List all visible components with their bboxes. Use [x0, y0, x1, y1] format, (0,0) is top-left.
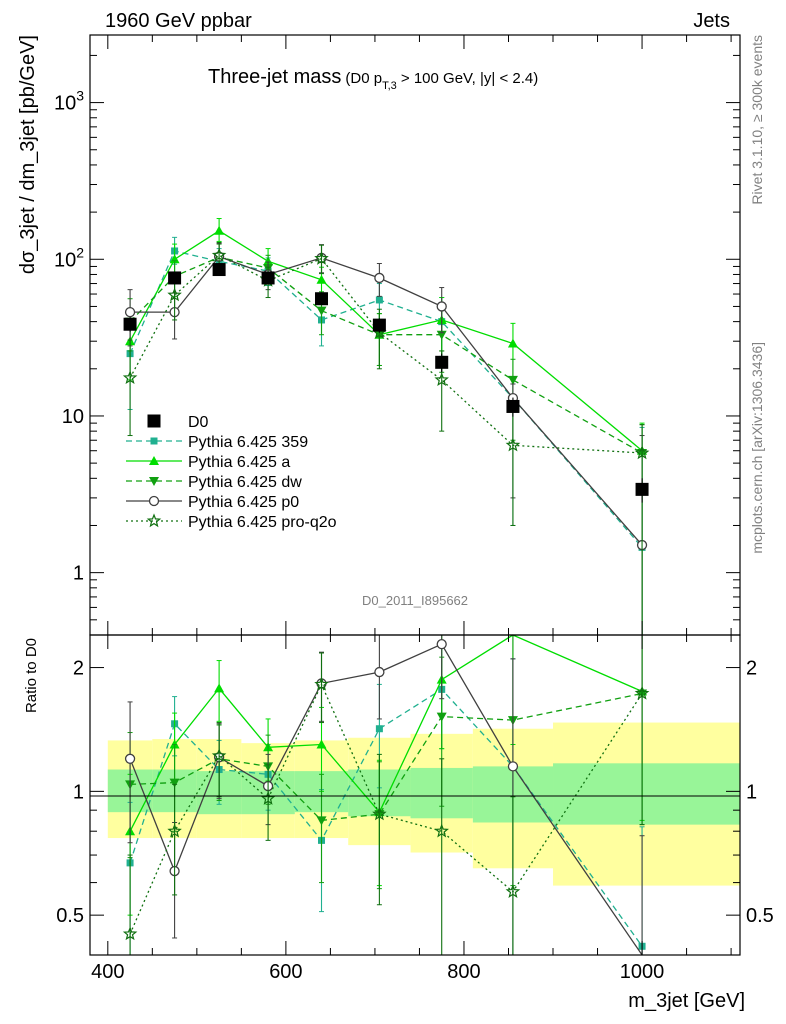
- data-point: [635, 482, 649, 496]
- ratio-frame: [89, 634, 741, 956]
- header-right: Jets: [693, 10, 730, 32]
- ratio-point: [316, 739, 327, 749]
- ratio-point: [214, 683, 225, 693]
- tick-label: 800: [447, 961, 480, 983]
- tick-label: 400: [91, 961, 124, 983]
- legend-item: Pythia 6.425 p0: [126, 494, 299, 511]
- ratio-point: [260, 790, 276, 805]
- data-point: [316, 274, 327, 284]
- data-point: [506, 399, 520, 413]
- data-point: [316, 306, 327, 316]
- chart-title: Three-jet mass (D0 pT,3 > 100 GeV, |y| < …: [208, 66, 538, 92]
- data-point: [435, 355, 449, 369]
- tick-label: 0.5: [56, 905, 84, 927]
- header-left: 1960 GeV ppbar: [105, 10, 252, 32]
- tick-label: 600: [269, 961, 302, 983]
- tick-label: 1: [73, 781, 84, 803]
- data-point: [314, 250, 329, 265]
- data-point: [261, 271, 275, 285]
- data-point: [124, 306, 136, 318]
- ratio-point: [375, 725, 383, 733]
- legend-item: D0: [147, 414, 209, 431]
- data-point: [214, 225, 225, 235]
- ratio-point: [634, 685, 650, 700]
- data-point: [507, 338, 518, 348]
- legend-marker: [146, 513, 162, 528]
- legend-marker: [148, 495, 160, 507]
- data-point: [634, 445, 650, 460]
- legend-item: Pythia 6.425 a: [126, 454, 290, 471]
- legend-marker: [149, 477, 159, 486]
- data-point: [434, 372, 449, 387]
- ratio-point: [436, 712, 447, 722]
- tick-label: 10: [62, 406, 84, 428]
- tick-label: 102: [54, 244, 84, 271]
- main-panel-data: [122, 218, 650, 636]
- tick-label: 2: [73, 658, 84, 680]
- legend-label: Pythia 6.425 359: [188, 434, 308, 451]
- ratio-point: [372, 806, 387, 821]
- legend-label: Pythia 6.425 p0: [188, 494, 299, 511]
- data-point: [374, 272, 385, 284]
- data-point: [167, 287, 182, 302]
- axis-ticks: 1 10 102 103 0.5 0.5 1 1 2 2 400 600 800 1000: [54, 35, 774, 983]
- legend-label: Pythia 6.425 pro-q2o: [188, 514, 337, 531]
- ratio-point: [436, 639, 447, 650]
- ratio-point: [316, 816, 327, 826]
- data-point: [505, 437, 521, 452]
- data-point: [375, 296, 383, 304]
- ratio-point: [314, 676, 329, 691]
- tick-label: 1: [73, 563, 84, 585]
- ratio-point: [374, 666, 385, 678]
- data-point: [372, 318, 386, 332]
- x-axis-label: m_3jet [GeV]: [628, 990, 745, 1012]
- series-d0: [123, 263, 649, 503]
- data-point: [122, 370, 138, 385]
- data-point: [436, 301, 447, 312]
- ratio-point: [505, 884, 521, 898]
- tick-label: 1: [746, 781, 757, 803]
- tick-label: 1000: [620, 961, 665, 983]
- data-point: [211, 247, 227, 262]
- legend-item: Pythia 6.425 359: [126, 434, 308, 451]
- ratio-point: [124, 753, 136, 764]
- data-point: [212, 263, 226, 277]
- legend-marker: [150, 437, 158, 445]
- legend-item: Pythia 6.425 dw: [126, 474, 302, 491]
- ratio-uncertainty-bands: [107, 722, 740, 886]
- data-point: [315, 292, 329, 306]
- ratio-point: [169, 778, 180, 788]
- ratio-point: [167, 823, 182, 838]
- ratio-band-inner: [553, 763, 740, 825]
- tick-label: 0.5: [746, 905, 774, 927]
- ratio-y-axis-label: Ratio to D0: [23, 638, 40, 713]
- tick-label: 103: [54, 88, 84, 115]
- legend-label: Pythia 6.425 dw: [188, 474, 302, 491]
- tick-label: 2: [746, 658, 757, 680]
- data-point: [123, 317, 137, 331]
- legend-marker: [149, 456, 159, 465]
- main-y-axis-label: dσ_3jet / dm_3jet [pb/GeV]: [17, 35, 39, 274]
- analysis-watermark: D0_2011_I895662: [362, 593, 468, 608]
- ratio-point: [434, 823, 449, 838]
- legend: D0 Pythia 6.425 359 Pythia 6.425 a Pythia 6…: [126, 414, 337, 531]
- ratio-point: [122, 926, 138, 941]
- legend-label: Pythia 6.425 a: [188, 454, 290, 471]
- ratio-point: [211, 748, 227, 763]
- mcplots-label: mcplots.cern.ch [arXiv:1306.3436]: [749, 342, 765, 554]
- legend-label: D0: [188, 414, 209, 431]
- ratio-point: [507, 761, 519, 772]
- data-point: [507, 375, 518, 385]
- legend-item: Pythia 6.425 pro-q2o: [126, 513, 337, 531]
- data-point: [168, 271, 182, 285]
- rivet-label: Rivet 3.1.10, ≥ 300k events: [749, 35, 765, 205]
- legend-marker: [147, 414, 161, 428]
